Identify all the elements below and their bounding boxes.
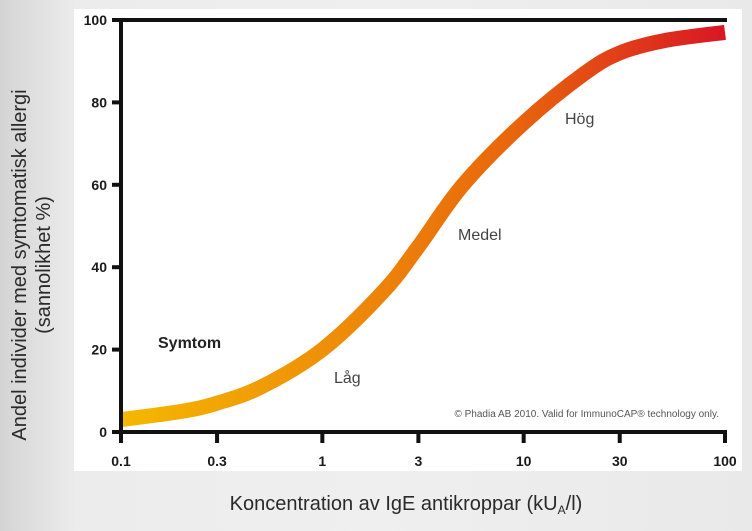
annotation-lag: Låg bbox=[334, 369, 361, 387]
chart-panel bbox=[74, 9, 742, 471]
probability-curve bbox=[120, 24, 726, 428]
y-tick-label: 40 bbox=[91, 259, 107, 275]
x-tick-label: 0.1 bbox=[111, 453, 131, 469]
y-axis-label-line2: (sannolikhet %) bbox=[33, 196, 55, 334]
x-axis-label: Koncentration av IgE antikroppar (kUA/l) bbox=[0, 493, 752, 517]
annotation-symtom: Symtom bbox=[158, 335, 221, 352]
x-tick-label: 30 bbox=[612, 453, 628, 469]
copyright-note: © Phadia AB 2010. Valid for ImmunoCAP® t… bbox=[454, 409, 719, 420]
x-tick-label: 1 bbox=[318, 453, 326, 469]
y-tick-label: 0 bbox=[99, 424, 107, 440]
x-ticks: 0.1 0.3 1 3 10 30 100 bbox=[111, 432, 737, 469]
y-tick-label: 80 bbox=[91, 94, 107, 110]
y-axis-label: Andel individer med symtomatisk allergi … bbox=[4, 60, 60, 470]
annotation-medel: Medel bbox=[458, 227, 502, 244]
x-axis-label-main: Koncentration av IgE antikroppar (kU bbox=[229, 493, 558, 515]
y-tick-label: 20 bbox=[91, 342, 107, 358]
x-tick-label: 100 bbox=[713, 453, 737, 469]
y-tick-label: 100 bbox=[84, 12, 108, 28]
x-axis-label-subscript: A bbox=[557, 503, 566, 517]
y-axis-label-line1: Andel individer med symtomatisk allergi bbox=[9, 89, 31, 441]
x-tick-label: 0.3 bbox=[207, 453, 227, 469]
x-tick-label: 10 bbox=[516, 453, 532, 469]
x-tick-label: 3 bbox=[414, 453, 422, 469]
x-axis-label-end: /l) bbox=[565, 493, 583, 515]
y-tick-label: 60 bbox=[91, 177, 107, 193]
annotation-hog: Hög bbox=[565, 111, 594, 128]
y-ticks: 0 20 40 60 80 100 bbox=[84, 12, 121, 440]
